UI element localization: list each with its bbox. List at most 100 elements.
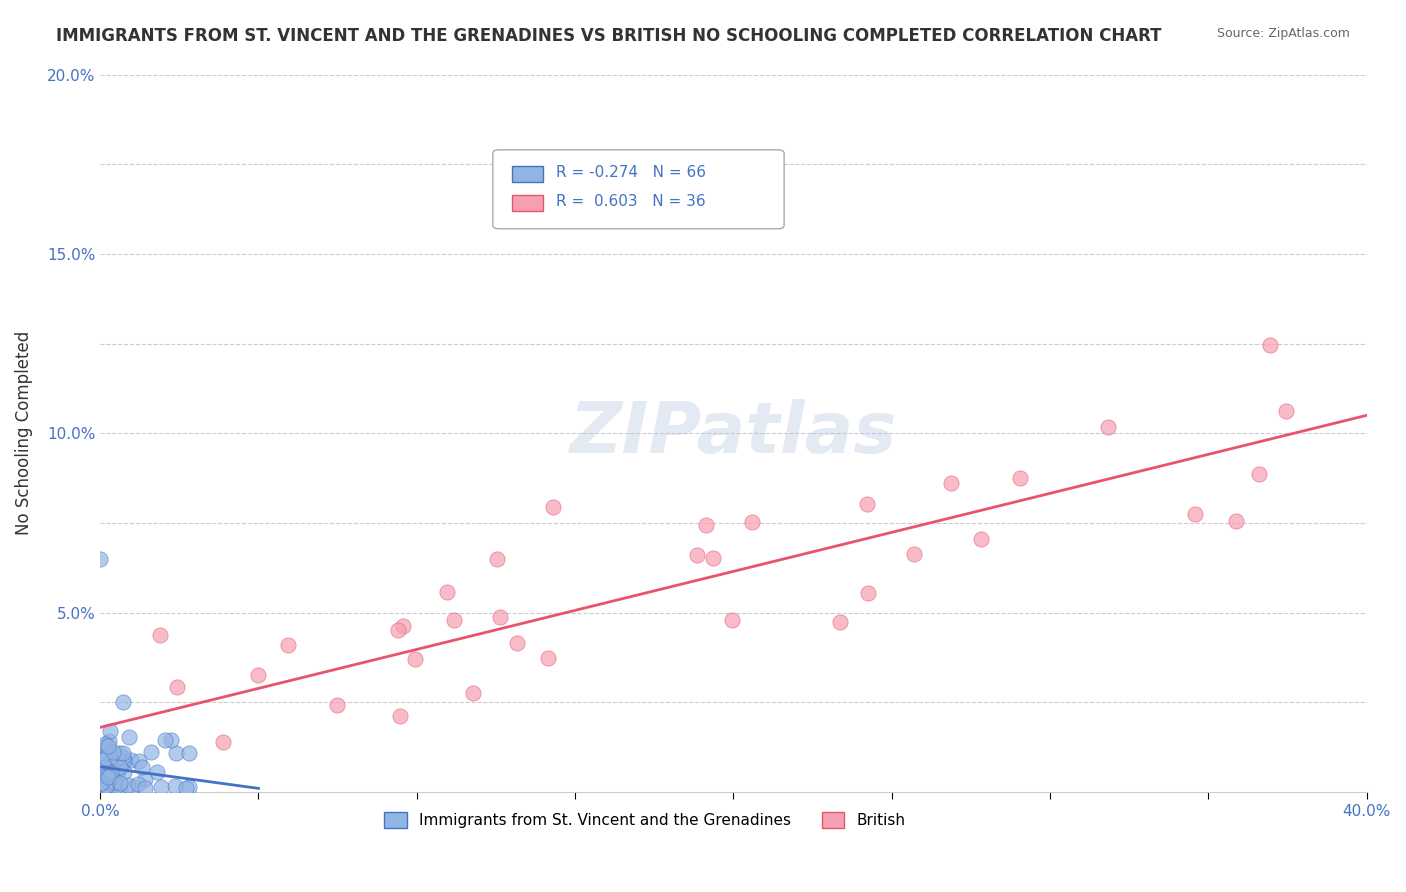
Immigrants from St. Vincent and the Grenadines [97,772,120,787]
British [404,652,426,666]
British [387,623,409,637]
Immigrants from St. Vincent and the Grenadines [139,745,162,759]
Immigrants from St. Vincent and the Grenadines [118,730,141,744]
British [1275,404,1298,418]
Immigrants from St. Vincent and the Grenadines [93,749,115,764]
Immigrants from St. Vincent and the Grenadines [91,766,114,780]
British [741,516,763,530]
Immigrants from St. Vincent and the Grenadines [112,746,135,760]
British [485,552,508,566]
British [1184,507,1206,521]
Immigrants from St. Vincent and the Grenadines [89,551,111,566]
Text: R = -0.274   N = 66: R = -0.274 N = 66 [557,165,706,180]
Immigrants from St. Vincent and the Grenadines [96,779,118,793]
Immigrants from St. Vincent and the Grenadines [90,776,112,790]
FancyBboxPatch shape [492,150,785,228]
Immigrants from St. Vincent and the Grenadines [101,745,124,759]
Immigrants from St. Vincent and the Grenadines [112,765,135,780]
Immigrants from St. Vincent and the Grenadines [107,764,129,778]
FancyBboxPatch shape [512,195,544,211]
British [277,638,299,652]
Immigrants from St. Vincent and the Grenadines [104,775,127,789]
Immigrants from St. Vincent and the Grenadines [134,781,156,796]
Immigrants from St. Vincent and the Grenadines [134,772,156,786]
Immigrants from St. Vincent and the Grenadines [101,778,124,792]
British [443,613,465,627]
Immigrants from St. Vincent and the Grenadines [108,780,131,794]
Immigrants from St. Vincent and the Grenadines [98,773,121,788]
Immigrants from St. Vincent and the Grenadines [108,776,131,790]
Immigrants from St. Vincent and the Grenadines [177,747,200,761]
Immigrants from St. Vincent and the Grenadines [97,774,120,789]
Immigrants from St. Vincent and the Grenadines [90,776,112,790]
FancyBboxPatch shape [512,166,544,182]
British [392,619,415,633]
British [488,610,510,624]
Immigrants from St. Vincent and the Grenadines [131,759,153,773]
Immigrants from St. Vincent and the Grenadines [112,753,135,767]
Immigrants from St. Vincent and the Grenadines [107,751,129,765]
Immigrants from St. Vincent and the Grenadines [93,776,115,790]
Immigrants from St. Vincent and the Grenadines [100,767,122,781]
Text: ZIPatlas: ZIPatlas [569,399,897,467]
Legend: Immigrants from St. Vincent and the Grenadines, British: Immigrants from St. Vincent and the Gren… [378,806,912,835]
Text: IMMIGRANTS FROM ST. VINCENT AND THE GRENADINES VS BRITISH NO SCHOOLING COMPLETED: IMMIGRANTS FROM ST. VINCENT AND THE GREN… [56,27,1161,45]
Immigrants from St. Vincent and the Grenadines [100,766,122,780]
British [970,532,993,546]
Immigrants from St. Vincent and the Grenadines [112,755,135,769]
British [939,475,962,490]
British [247,668,270,682]
British [686,549,709,563]
Text: R =  0.603   N = 36: R = 0.603 N = 36 [557,194,706,209]
British [212,735,235,749]
Immigrants from St. Vincent and the Grenadines [107,746,129,760]
Immigrants from St. Vincent and the Grenadines [108,760,131,774]
British [1010,471,1032,485]
Immigrants from St. Vincent and the Grenadines [93,759,115,773]
Immigrants from St. Vincent and the Grenadines [165,747,187,761]
British [1247,467,1270,481]
British [389,709,412,723]
Immigrants from St. Vincent and the Grenadines [112,695,135,709]
British [695,518,717,533]
Immigrants from St. Vincent and the Grenadines [174,780,197,795]
British [1225,514,1247,528]
Immigrants from St. Vincent and the Grenadines [94,779,117,793]
Immigrants from St. Vincent and the Grenadines [90,781,112,796]
Immigrants from St. Vincent and the Grenadines [111,749,134,764]
Immigrants from St. Vincent and the Grenadines [160,733,183,747]
Immigrants from St. Vincent and the Grenadines [120,753,142,767]
British [721,613,744,627]
Immigrants from St. Vincent and the Grenadines [94,760,117,774]
Immigrants from St. Vincent and the Grenadines [94,739,117,753]
British [1097,419,1119,434]
British [463,686,485,700]
British [506,636,529,650]
Immigrants from St. Vincent and the Grenadines [90,780,112,795]
Immigrants from St. Vincent and the Grenadines [90,766,112,780]
Immigrants from St. Vincent and the Grenadines [149,780,172,794]
Immigrants from St. Vincent and the Grenadines [104,779,127,793]
British [537,651,560,665]
Immigrants from St. Vincent and the Grenadines [165,779,187,793]
Immigrants from St. Vincent and the Grenadines [146,764,169,779]
British [166,680,188,694]
Immigrants from St. Vincent and the Grenadines [97,739,120,753]
British [541,500,564,514]
Immigrants from St. Vincent and the Grenadines [98,724,121,739]
British [702,550,724,565]
Immigrants from St. Vincent and the Grenadines [117,778,139,792]
Immigrants from St. Vincent and the Grenadines [177,780,200,794]
Immigrants from St. Vincent and the Grenadines [93,770,115,784]
Text: Source: ZipAtlas.com: Source: ZipAtlas.com [1216,27,1350,40]
Immigrants from St. Vincent and the Grenadines [94,737,117,751]
Immigrants from St. Vincent and the Grenadines [97,734,120,748]
Immigrants from St. Vincent and the Grenadines [122,780,145,794]
Immigrants from St. Vincent and the Grenadines [97,770,120,784]
Immigrants from St. Vincent and the Grenadines [91,773,114,788]
Immigrants from St. Vincent and the Grenadines [153,732,176,747]
Immigrants from St. Vincent and the Grenadines [94,769,117,783]
Immigrants from St. Vincent and the Grenadines [98,772,121,787]
Immigrants from St. Vincent and the Grenadines [98,769,121,783]
British [149,628,172,642]
